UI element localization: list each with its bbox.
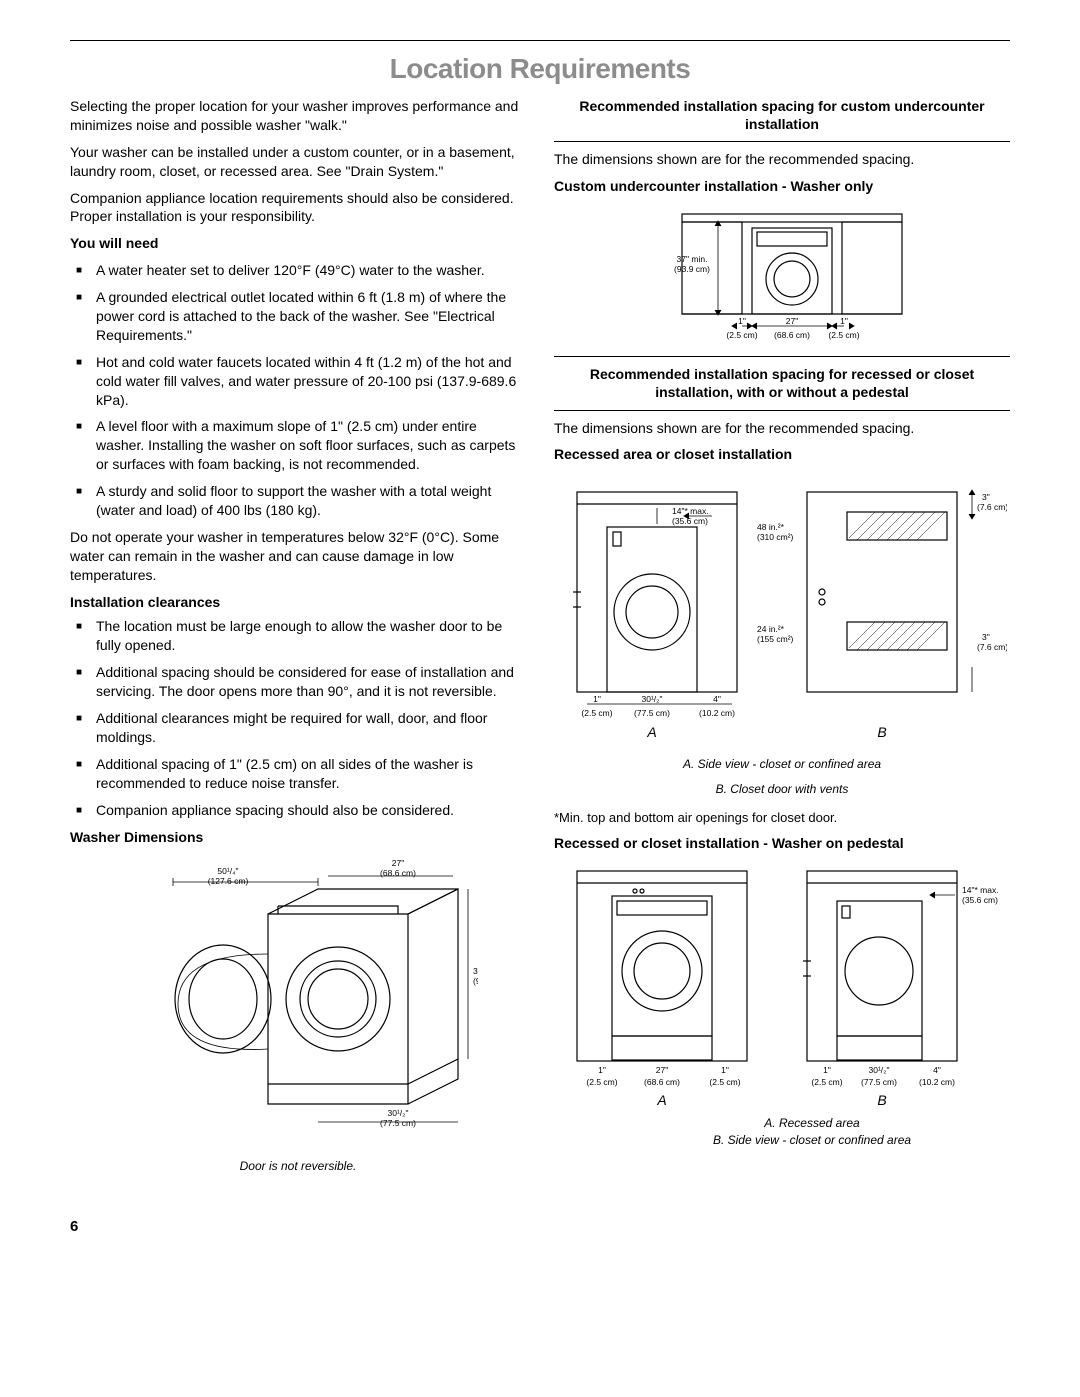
svg-text:36": 36" [473,966,478,976]
svg-text:(155 cm²): (155 cm²) [757,634,794,644]
svg-text:27": 27" [786,316,798,326]
top-rule [70,40,1010,41]
rec2-sub: Recessed area or closet installation [554,445,1010,464]
svg-text:3": 3" [982,632,990,642]
rec2-head: Recommended installation spacing for rec… [554,365,1010,401]
rec1-sub: Custom undercounter installation - Washe… [554,177,1010,196]
svg-text:(68.6 cm): (68.6 cm) [774,330,810,340]
svg-text:1": 1" [721,1065,729,1075]
svg-text:4": 4" [713,694,721,704]
door-caption: Door is not reversible. [70,1158,526,1174]
min-openings-note: *Min. top and bottom air openings for cl… [554,809,1010,827]
svg-text:B: B [877,1092,886,1108]
divider [554,410,1010,411]
list-item: Companion appliance spacing should also … [70,801,526,820]
svg-text:4": 4" [933,1065,941,1075]
svg-text:50¹/₄": 50¹/₄" [217,866,238,876]
svg-text:(93.9 cm): (93.9 cm) [674,264,710,274]
caption: A. Side view - closet or confined area [554,756,1010,772]
list-item: The location must be large enough to all… [70,617,526,655]
svg-text:30¹/₂": 30¹/₂" [642,694,663,704]
svg-text:30¹/₂": 30¹/₂" [388,1108,409,1118]
svg-text:14"* max.: 14"* max. [672,506,709,516]
svg-text:(2.5 cm): (2.5 cm) [828,330,859,340]
page-number: 6 [70,1217,1010,1237]
svg-text:(2.5 cm): (2.5 cm) [709,1077,740,1087]
need-list: A water heater set to deliver 120°F (49°… [70,261,526,520]
svg-text:(2.5 cm): (2.5 cm) [586,1077,617,1087]
svg-text:1": 1" [738,316,746,326]
dimensions-head: Washer Dimensions [70,828,526,847]
clearances-head: Installation clearances [70,593,526,612]
page-title: Location Requirements [70,53,1010,85]
caption-block: A. Recessed area B. Side view - closet o… [614,1115,1010,1149]
svg-text:(127.6 cm): (127.6 cm) [208,876,249,886]
svg-text:24 in.²*: 24 in.²* [757,624,785,634]
intro-p3: Companion appliance location requirement… [70,189,526,227]
svg-text:(77.5 cm): (77.5 cm) [380,1118,416,1128]
undercounter-diagram: 37" min. (93.9 cm) 1" (2.5 cm) 27" (68.6… [554,204,1010,344]
svg-text:27": 27" [392,858,404,868]
svg-text:(77.5 cm): (77.5 cm) [861,1077,897,1087]
svg-text:1": 1" [823,1065,831,1075]
svg-text:30¹/₂": 30¹/₂" [869,1065,890,1075]
list-item: A level floor with a maximum slope of 1"… [70,417,526,474]
list-item: Additional clearances might be required … [70,709,526,747]
rec2-text: The dimensions shown are for the recomme… [554,419,1010,438]
svg-text:(91.4 cm): (91.4 cm) [473,976,478,986]
svg-text:(2.5 cm): (2.5 cm) [811,1077,842,1087]
list-item: A sturdy and solid floor to support the … [70,482,526,520]
right-column: Recommended installation spacing for cus… [554,97,1010,1187]
svg-text:(35.6 cm): (35.6 cm) [672,516,708,526]
svg-text:A: A [656,1092,666,1108]
clearances-list: The location must be large enough to all… [70,617,526,819]
temp-warning: Do not operate your washer in temperatur… [70,528,526,585]
divider [554,141,1010,142]
list-item: Additional spacing should be considered … [70,663,526,701]
svg-text:48 in.²*: 48 in.²* [757,522,785,532]
closet-diagram: 14"* max. (35.6 cm) 48 in.²* (310 cm²) 2… [554,472,1010,796]
pedestal-diagram: 1" (2.5 cm) 27" (68.6 cm) 1" (2.5 cm) 1"… [554,861,1010,1149]
svg-text:1": 1" [840,316,848,326]
list-item: A grounded electrical outlet located wit… [70,288,526,345]
svg-text:(68.6 cm): (68.6 cm) [644,1077,680,1087]
caption: B. Closet door with vents [554,781,1010,797]
intro-p2: Your washer can be installed under a cus… [70,143,526,181]
svg-text:(35.6 cm): (35.6 cm) [962,895,998,905]
svg-text:(10.2 cm): (10.2 cm) [699,708,735,718]
svg-text:(77.5 cm): (77.5 cm) [634,708,670,718]
svg-text:3": 3" [982,492,990,502]
washer-dimensions-diagram: 50¹/₄" (127.6 cm) 27" (68.6 cm) 36" (91.… [70,854,526,1174]
list-item: Hot and cold water faucets located withi… [70,353,526,410]
intro-p1: Selecting the proper location for your w… [70,97,526,135]
list-item: A water heater set to deliver 120°F (49°… [70,261,526,280]
svg-text:(7.6 cm): (7.6 cm) [977,642,1007,652]
divider [554,356,1010,357]
svg-text:B: B [877,724,886,740]
svg-text:(2.5 cm): (2.5 cm) [726,330,757,340]
rec1-text: The dimensions shown are for the recomme… [554,150,1010,169]
svg-text:1": 1" [598,1065,606,1075]
svg-text:(68.6 cm): (68.6 cm) [380,868,416,878]
rec3-sub: Recessed or closet installation - Washer… [554,834,1010,853]
two-columns: Selecting the proper location for your w… [70,97,1010,1187]
need-head: You will need [70,234,526,253]
rec1-head: Recommended installation spacing for cus… [554,97,1010,133]
svg-text:(2.5 cm): (2.5 cm) [581,708,612,718]
svg-text:(7.6 cm): (7.6 cm) [977,502,1007,512]
svg-text:37" min.: 37" min. [677,254,708,264]
list-item: Additional spacing of 1" (2.5 cm) on all… [70,755,526,793]
svg-text:14"* max.: 14"* max. [962,885,999,895]
svg-text:(310 cm²): (310 cm²) [757,532,794,542]
left-column: Selecting the proper location for your w… [70,97,526,1187]
svg-text:1": 1" [593,694,601,704]
svg-text:A: A [646,724,656,740]
svg-text:27": 27" [656,1065,668,1075]
svg-text:(10.2 cm): (10.2 cm) [919,1077,955,1087]
